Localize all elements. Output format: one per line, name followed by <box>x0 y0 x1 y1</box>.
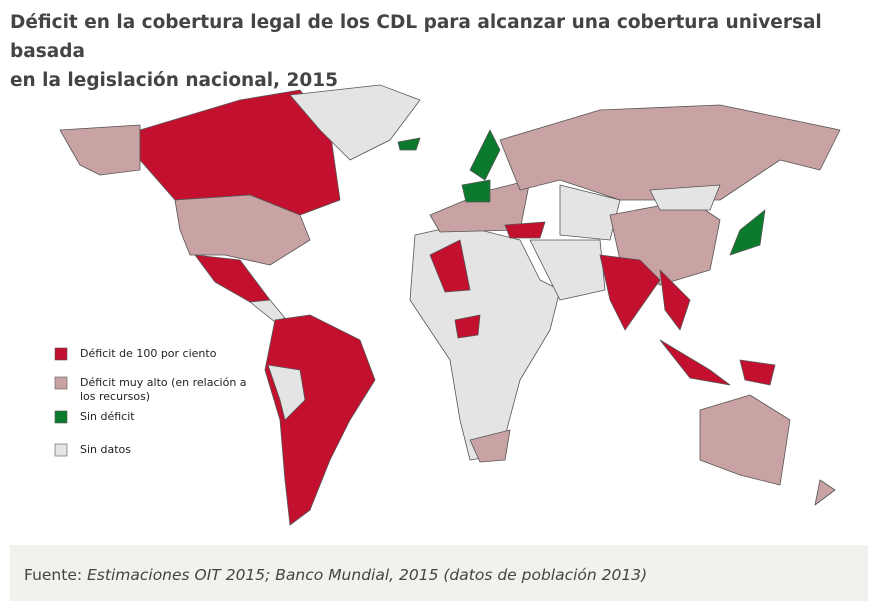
source-prefix: Fuente: <box>24 566 88 584</box>
title-line: en la legislación nacional, 2015 <box>10 70 338 91</box>
countries <box>59 84 841 526</box>
legend-label: Déficit muy alto (en relación a <box>80 376 247 389</box>
turkey <box>504 221 546 239</box>
central-america <box>249 299 286 323</box>
andes <box>267 364 306 421</box>
source: Fuente: Estimaciones OIT 2015; Banco Mun… <box>24 565 647 584</box>
legend-swatch <box>54 443 68 457</box>
title-line: Déficit en la cobertura legal de los CDL… <box>10 12 822 62</box>
alaska <box>59 124 141 176</box>
mongolia <box>649 184 721 211</box>
new-guinea <box>739 359 776 386</box>
footer: Fuente: Estimaciones OIT 2015; Banco Mun… <box>10 545 868 601</box>
middle-east <box>529 239 606 301</box>
southeast-asia <box>659 269 691 331</box>
india <box>599 254 661 331</box>
legend-label: los recursos) <box>80 390 150 403</box>
south-america <box>264 314 376 526</box>
greenland <box>289 84 421 161</box>
south-africa <box>469 429 511 463</box>
algeria <box>429 239 471 293</box>
canada <box>139 89 341 216</box>
germany <box>461 179 491 203</box>
title: Déficit en la cobertura legal de los CDL… <box>10 8 876 95</box>
legend-label: Sin déficit <box>80 410 135 423</box>
russia <box>499 104 841 201</box>
legend-swatch <box>54 347 68 361</box>
legend-label: Sin datos <box>80 443 131 456</box>
iceland <box>397 137 421 151</box>
australia <box>699 394 791 486</box>
new-zealand <box>814 479 836 506</box>
usa <box>174 194 311 266</box>
sweden <box>469 129 501 181</box>
source-text: Estimaciones OIT 2015; Banco Mundial, 20… <box>87 566 648 584</box>
legend-swatch <box>54 376 68 390</box>
indonesia <box>659 339 731 386</box>
legend-swatch <box>54 410 68 424</box>
central-asia <box>559 184 621 241</box>
nigeria <box>454 314 481 339</box>
world-map: Déficit de 100 por ciento Déficit muy alt… <box>54 84 841 526</box>
japan <box>729 209 766 256</box>
legend: Déficit de 100 por ciento Déficit muy alt… <box>54 347 247 457</box>
legend-label: Déficit de 100 por ciento <box>80 347 217 360</box>
